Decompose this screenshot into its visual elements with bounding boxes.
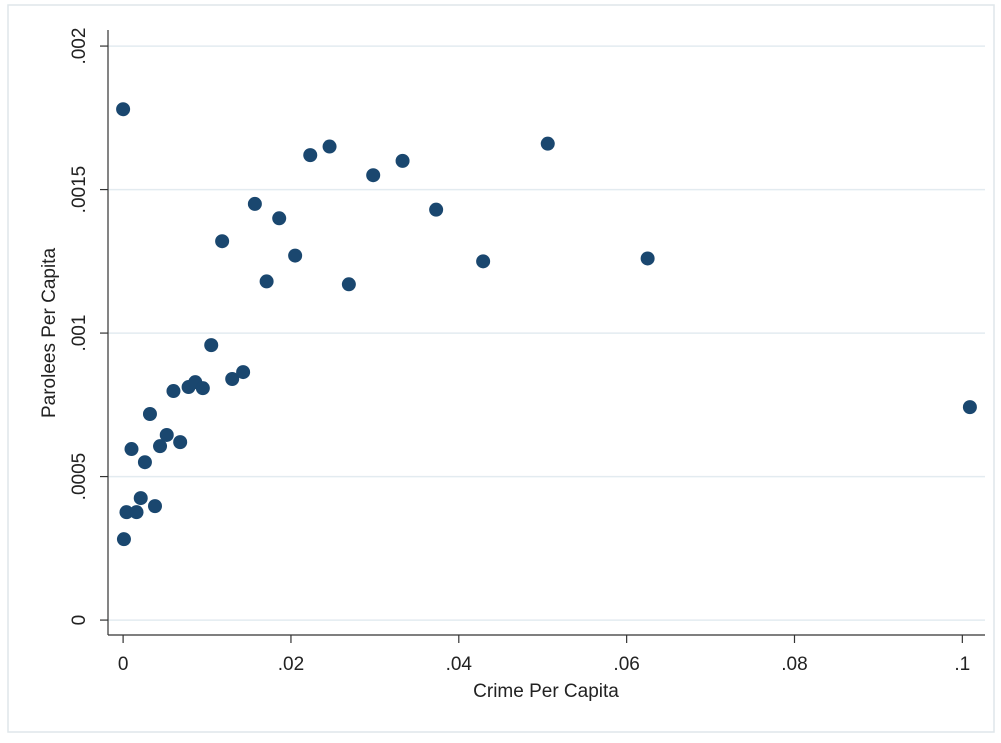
point [540,136,555,151]
point [204,338,219,353]
y-tick-label: .0015 [69,166,90,214]
y-tick-label: 0 [69,615,90,626]
point [137,455,152,470]
point [147,499,162,514]
point [153,439,168,454]
x-tick-label: .08 [781,654,807,675]
point [303,148,318,163]
chart-frame [7,4,995,733]
point [116,532,131,547]
point [341,277,356,292]
point [322,139,337,154]
point [962,400,977,415]
point [259,274,274,289]
point [288,248,303,263]
x-tick-label: .02 [278,654,304,675]
x-tick-label: .04 [446,654,473,675]
point [247,196,262,211]
y-axis-title: Parolees Per Capita [39,248,60,418]
point [166,384,181,399]
x-axis-title: Crime Per Capita [473,681,619,702]
y-tick-label: .002 [69,28,90,65]
x-tick-label: .06 [613,654,639,675]
point [124,442,139,457]
y-tick-label: .0005 [69,453,90,501]
point [476,254,491,269]
x-tick-label: .1 [954,654,970,675]
point [272,211,287,226]
point [133,491,148,506]
point [236,365,251,380]
point [129,505,144,520]
point [119,505,134,520]
point [116,102,131,117]
point [195,381,210,396]
point [640,251,655,266]
point [225,371,240,386]
point [395,153,410,168]
point [173,435,188,450]
point [159,427,174,442]
point [142,407,157,422]
y-tick-label: .001 [69,315,90,352]
point [215,234,230,249]
point [366,168,381,183]
x-tick-label: 0 [118,654,129,675]
point [429,202,444,217]
